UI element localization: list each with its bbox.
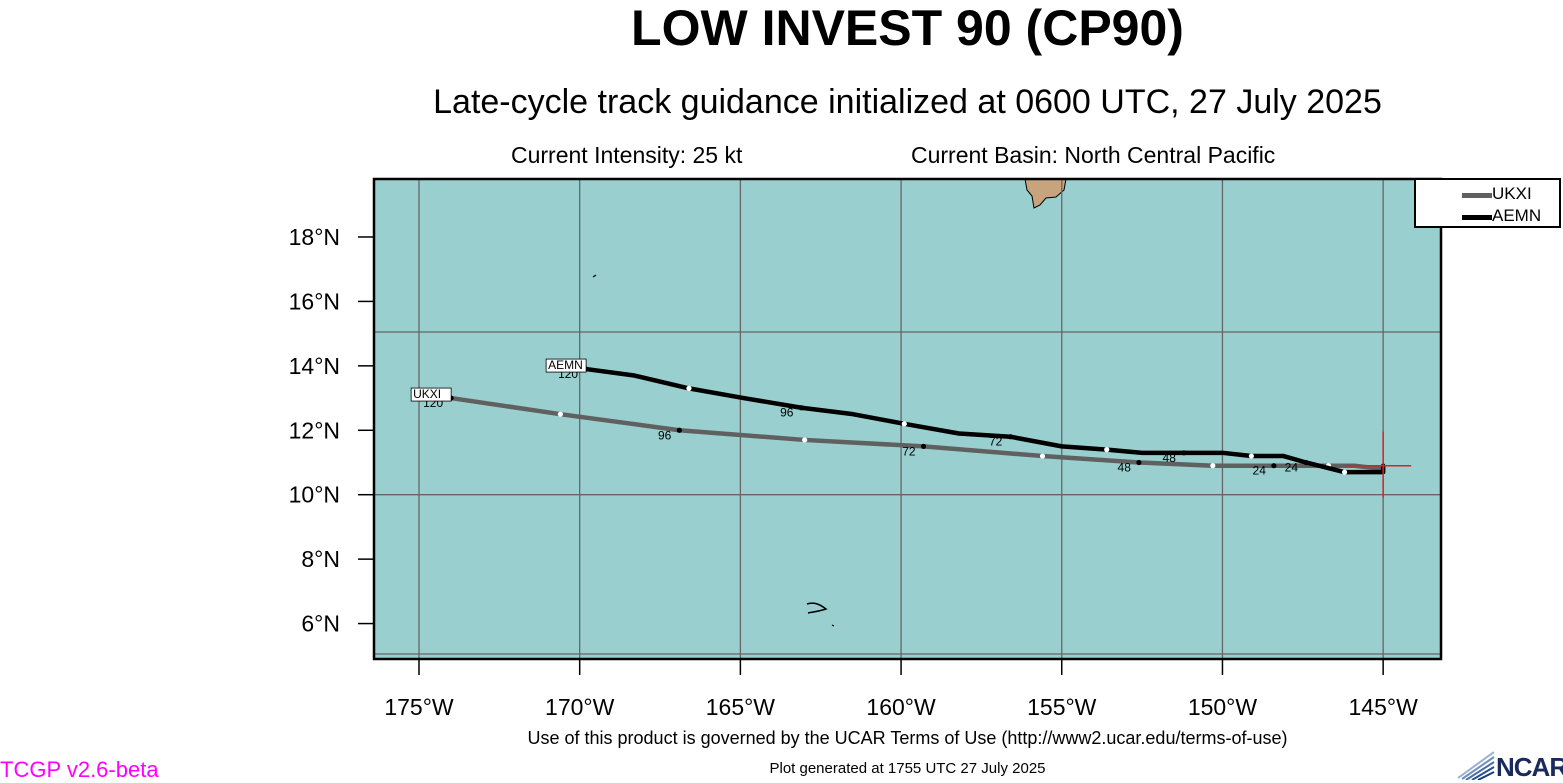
land-hawaii-island bbox=[1024, 178, 1067, 209]
track-line-ukxi bbox=[448, 395, 1386, 472]
ncar-logo-text: NCAR bbox=[1496, 752, 1563, 782]
legend-label: AEMN bbox=[1492, 206, 1542, 225]
forecast-point bbox=[557, 411, 564, 417]
terms-of-use: Use of this product is governed by the U… bbox=[527, 728, 1288, 748]
forecast-hour-label: 72 bbox=[989, 435, 1003, 449]
x-tick-label: 160°W bbox=[866, 694, 936, 720]
forecast-point bbox=[686, 385, 692, 391]
legend-swatch bbox=[1462, 215, 1492, 220]
track-end-label-box bbox=[410, 387, 452, 402]
x-tick-label: 145°W bbox=[1349, 694, 1419, 720]
legend-label: UKXI bbox=[1492, 184, 1532, 203]
forecast-point bbox=[920, 443, 927, 449]
map-grid bbox=[374, 179, 1441, 659]
forecast-point bbox=[1136, 459, 1142, 466]
page-title: LOW INVEST 90 (CP90) bbox=[631, 0, 1184, 56]
track-end-label-box bbox=[545, 358, 587, 373]
land-atoll bbox=[806, 602, 828, 614]
y-tick-label: 8°N bbox=[301, 546, 340, 572]
forecast-hour-label: 96 bbox=[658, 428, 672, 442]
forecast-hour-label: 72 bbox=[902, 444, 916, 458]
y-tick-label: 6°N bbox=[301, 611, 340, 637]
map-axes: 175°W 170°W 165°W 160°W 155°W 150°W 145°W 6°N 8°… bbox=[289, 224, 1418, 720]
track-end-label: AEMN bbox=[548, 358, 583, 372]
y-tick-label: 12°N bbox=[289, 417, 340, 443]
land-islet bbox=[592, 274, 597, 278]
forecast-point bbox=[1104, 447, 1110, 453]
forecast-point bbox=[1181, 450, 1187, 456]
forecast-hour-label: 48 bbox=[1163, 451, 1177, 465]
forecast-point bbox=[676, 427, 682, 433]
forecast-hour-label: 24 bbox=[1253, 464, 1267, 478]
current-position-marker bbox=[1345, 431, 1412, 498]
version-label: TCGP v2.6-beta bbox=[0, 757, 159, 782]
generated-time: Plot generated at 1755 UTC 27 July 2025 bbox=[769, 760, 1046, 777]
x-tick-label: 150°W bbox=[1188, 694, 1258, 720]
forecast-point bbox=[798, 405, 805, 411]
forecast-point bbox=[1271, 463, 1277, 469]
ncar-logo-mark-icon bbox=[1457, 751, 1495, 780]
y-tick-label: 10°N bbox=[289, 482, 340, 508]
track-end-label: UKXI bbox=[413, 387, 441, 401]
land-islet bbox=[831, 624, 835, 627]
current-basin: Current Basin: North Central Pacific bbox=[911, 142, 1276, 168]
x-tick-label: 165°W bbox=[706, 694, 776, 720]
forecast-point bbox=[1303, 459, 1309, 466]
page-subtitle: Late-cycle track guidance initialized at… bbox=[433, 83, 1382, 121]
map-frame bbox=[372, 177, 1443, 661]
forecast-hour-label: 24 bbox=[1285, 460, 1299, 474]
legend-item-aemn: AEMN bbox=[1416, 206, 1556, 226]
forecast-point bbox=[901, 421, 907, 427]
ncar-logo: NCAR bbox=[1456, 750, 1563, 782]
x-tick-label: 175°W bbox=[384, 694, 454, 720]
forecast-point bbox=[1039, 453, 1046, 459]
x-tick-label: 155°W bbox=[1027, 694, 1097, 720]
y-tick-label: 18°N bbox=[289, 224, 340, 250]
forecast-point bbox=[1007, 434, 1013, 440]
forecast-point bbox=[1210, 463, 1216, 469]
legend-swatch bbox=[1462, 193, 1492, 198]
y-tick-label: 14°N bbox=[289, 353, 340, 379]
legend-item-ukxi: UKXI bbox=[1416, 184, 1556, 204]
forecast-hour-label: 48 bbox=[1118, 460, 1132, 474]
forecast-point bbox=[802, 437, 808, 443]
forecast-point bbox=[1341, 469, 1348, 475]
current-intensity: Current Intensity: 25 kt bbox=[511, 142, 743, 168]
track-line-aemn bbox=[583, 366, 1386, 475]
x-tick-label: 170°W bbox=[545, 694, 615, 720]
forecast-hour-label: 96 bbox=[780, 406, 794, 420]
forecast-point bbox=[1248, 453, 1254, 459]
ocean-area bbox=[374, 179, 1441, 659]
legend: UKXI AEMN bbox=[1414, 178, 1561, 228]
y-tick-label: 16°N bbox=[289, 288, 340, 314]
